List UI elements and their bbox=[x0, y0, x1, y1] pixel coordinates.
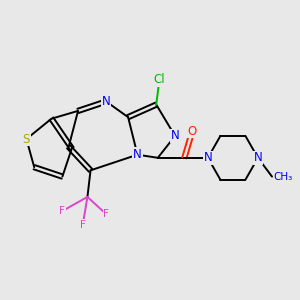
Text: N: N bbox=[203, 151, 212, 164]
Text: N: N bbox=[133, 148, 142, 161]
Text: N: N bbox=[102, 95, 111, 108]
Text: O: O bbox=[188, 125, 197, 138]
Text: N: N bbox=[171, 129, 179, 142]
Text: F: F bbox=[103, 209, 109, 219]
Text: Cl: Cl bbox=[154, 73, 165, 86]
Text: CH₃: CH₃ bbox=[274, 172, 293, 182]
Text: N: N bbox=[254, 151, 262, 164]
Text: S: S bbox=[23, 133, 30, 146]
Text: F: F bbox=[59, 206, 65, 216]
Text: F: F bbox=[80, 220, 86, 230]
